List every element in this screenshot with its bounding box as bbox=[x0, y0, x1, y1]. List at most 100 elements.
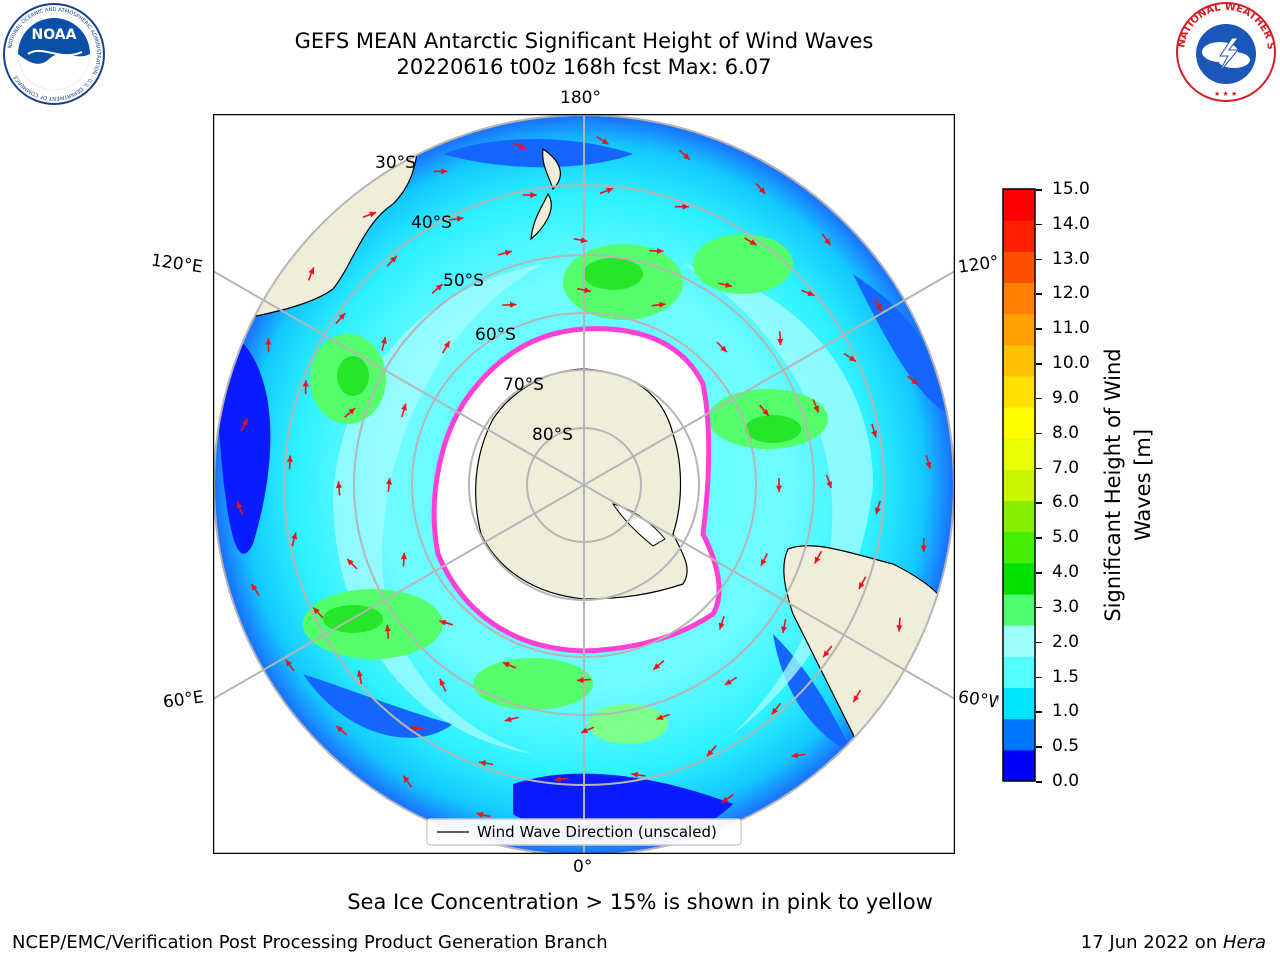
wave-arrow-head bbox=[502, 662, 510, 668]
wave-arrow-head bbox=[479, 760, 486, 767]
date-text: 17 Jun 2022 on bbox=[1080, 932, 1223, 953]
colorbar-label-line2: Waves [m] bbox=[1131, 428, 1155, 542]
svg-text:★ ★ ★: ★ ★ ★ bbox=[1214, 90, 1237, 98]
wave-arrow-head bbox=[601, 138, 609, 145]
colorbar-tick-label: 15.0 bbox=[1052, 179, 1090, 199]
wave-arrow-head bbox=[347, 559, 354, 566]
wave-arrow-head bbox=[653, 663, 661, 670]
wave-arrow-head bbox=[725, 281, 733, 288]
wave-arrow-head bbox=[384, 624, 391, 632]
wave-arrow-head bbox=[720, 345, 727, 353]
colorbar-tick-label: 13.0 bbox=[1052, 248, 1090, 269]
wave-arrow-head bbox=[853, 695, 860, 703]
wave-arrow-head bbox=[791, 752, 799, 759]
wave-arrow-head bbox=[762, 408, 769, 416]
wave-arrow-head bbox=[302, 380, 309, 387]
wave-arrow-head bbox=[476, 811, 484, 818]
wave-arrow-head bbox=[348, 407, 356, 415]
colorbar-tick-mark bbox=[1036, 328, 1042, 330]
colorbar-tick-mark bbox=[1036, 641, 1042, 644]
lon-label-120w: 120°W bbox=[956, 252, 1000, 278]
colorbar-tick-label: 0.0 bbox=[1052, 771, 1080, 791]
wave-arrow-head bbox=[400, 552, 407, 560]
wave-arrow-head bbox=[814, 556, 821, 564]
colorbar-tick-mark bbox=[1036, 676, 1042, 679]
colorbar-tick-mark bbox=[1036, 223, 1042, 226]
colorbar-tick-label: 3.0 bbox=[1052, 596, 1080, 617]
chart-title: GEFS MEAN Antarctic Significant Height o… bbox=[294, 29, 874, 53]
wave-arrow-head bbox=[504, 249, 512, 256]
colorbar-tick-label: 7.0 bbox=[1052, 457, 1080, 478]
lon-label-120e: 120°E bbox=[149, 250, 204, 278]
colorbar-band bbox=[1003, 220, 1035, 252]
wave-arrow-head bbox=[386, 478, 393, 485]
colorbar-band bbox=[1003, 469, 1035, 502]
wave-arrow-head bbox=[441, 168, 448, 175]
colorbar-band bbox=[1003, 344, 1035, 377]
wave-arrow-head bbox=[251, 583, 258, 591]
colorbar-tick-label: 1.5 bbox=[1052, 666, 1080, 687]
colorbar-tick-mark bbox=[1036, 606, 1042, 609]
colorbar-tick-mark bbox=[1036, 189, 1042, 191]
wave-arrow-head bbox=[313, 607, 320, 615]
lat-label-40s: 40°S bbox=[411, 213, 452, 233]
colorbar-band bbox=[1003, 625, 1035, 657]
wave-arrow-head bbox=[758, 187, 766, 194]
wave-arrow-head bbox=[911, 378, 919, 385]
wave-arrow-head bbox=[443, 341, 450, 349]
colorbar-tick-mark bbox=[1036, 397, 1042, 400]
colorbar-tick-mark bbox=[1036, 537, 1042, 539]
lat-label-50s: 50°S bbox=[443, 271, 484, 291]
wave-arrow-head bbox=[781, 626, 788, 634]
wave-arrow-head bbox=[401, 403, 407, 411]
colorbar-tick-mark bbox=[1036, 711, 1042, 713]
colorbar-tick-label: 4.0 bbox=[1052, 562, 1080, 583]
wave-arrow-head bbox=[403, 775, 410, 783]
wave-arrow-head bbox=[410, 725, 418, 732]
colorbar-tick-label: 10.0 bbox=[1052, 353, 1090, 374]
wave-arrow-head bbox=[775, 485, 783, 492]
lat-label-80s: 80°S bbox=[532, 425, 573, 445]
wave-arrow-head bbox=[265, 338, 272, 345]
noaa-logo: NATIONAL OCEANIC AND ATMOSPHERIC ADMINIS… bbox=[3, 3, 105, 105]
wave-arrow-head bbox=[504, 716, 512, 723]
wave-arrow-head bbox=[554, 776, 562, 783]
lon-label-180: 180° bbox=[560, 88, 601, 108]
colorbar-band bbox=[1003, 562, 1035, 595]
wave-arrow-head bbox=[285, 659, 292, 667]
wave-arrow-head bbox=[631, 771, 639, 778]
wave-arrow-head bbox=[336, 725, 344, 733]
wave-arrow-head bbox=[656, 247, 664, 255]
wave-arrow-head bbox=[707, 749, 714, 757]
wave-arrow-head bbox=[771, 707, 779, 715]
wave-arrow-head bbox=[509, 301, 517, 308]
wave-arrow-head bbox=[824, 238, 831, 246]
colorbar-tick-label: 2.0 bbox=[1052, 631, 1080, 652]
wave-arrow-head bbox=[456, 215, 464, 222]
lon-label-60w: 60°W bbox=[956, 687, 1000, 713]
colorbar-band bbox=[1003, 656, 1035, 689]
wave-arrow-head bbox=[580, 237, 588, 244]
lat-label-30s: 30°S bbox=[375, 153, 416, 173]
wave-arrow-head bbox=[777, 338, 784, 346]
colorbar-tick-label: 11.0 bbox=[1052, 318, 1090, 339]
colorbar-band bbox=[1003, 251, 1035, 283]
colorbar-tick-mark bbox=[1036, 572, 1042, 574]
colorbar-band bbox=[1003, 749, 1035, 782]
colorbar-band bbox=[1003, 718, 1035, 751]
wave-arrow-head bbox=[241, 418, 248, 426]
wave-arrow-head bbox=[338, 313, 346, 320]
colorbar-tick-label: 0.5 bbox=[1052, 736, 1080, 757]
wave-arrow-head bbox=[749, 239, 757, 246]
wave-arrow-head bbox=[291, 532, 298, 540]
map-legend: Wind Wave Direction (unscaled) bbox=[426, 818, 742, 846]
colorbar-band bbox=[1003, 500, 1035, 533]
wave-arrow-head bbox=[724, 678, 732, 685]
colorbar-tick-label: 1.0 bbox=[1052, 701, 1080, 722]
colorbar-tick-mark bbox=[1036, 467, 1042, 470]
lon-label-0: 0° bbox=[573, 857, 593, 877]
land-new-zealand bbox=[530, 147, 561, 241]
wave-arrow-head bbox=[390, 255, 397, 263]
wave-arrow-head bbox=[656, 714, 664, 721]
wave-arrow-head bbox=[925, 461, 932, 469]
